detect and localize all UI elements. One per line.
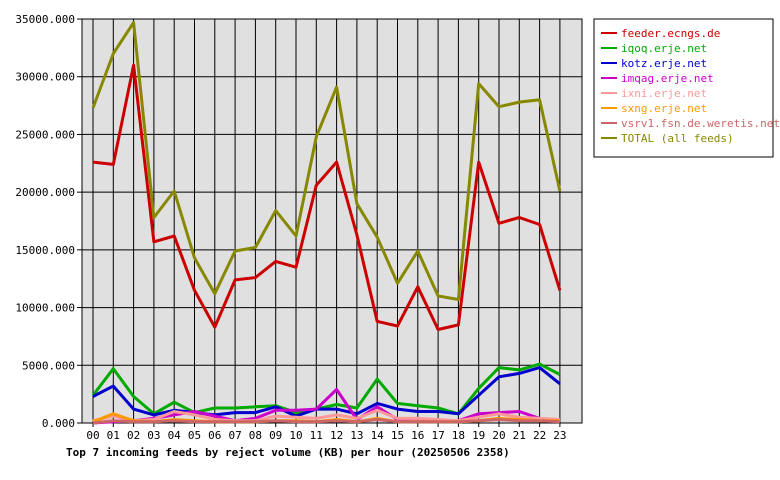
series-line-0	[92, 63, 562, 331]
x-tick-label: 02	[127, 429, 140, 442]
y-tick-label: 0.000	[42, 417, 75, 430]
x-tick-label: 16	[411, 429, 424, 442]
legend: feeder.ecngs.de iqoq.erje.net kotz.erje.ne…	[593, 18, 780, 158]
x-tick-label: 09	[269, 429, 282, 442]
x-tick-label: 06	[208, 429, 221, 442]
x-axis-ticks: 00 01 02 03 04 05 06 07 08 09 10 11 12 13 14 15 16 17 18 19…	[86, 423, 567, 442]
y-axis-ticks: 0.000 5000.000 10000.000 15000.000 20000.000…	[15, 13, 82, 430]
x-tick-label: 14	[371, 429, 385, 442]
x-tick-label: 05	[188, 429, 201, 442]
series-lines	[91, 21, 562, 425]
x-tick-label: 21	[513, 429, 526, 442]
x-tick-label: 22	[533, 429, 546, 442]
legend-entry: imqag.erje.net	[621, 72, 714, 85]
y-tick-label: 10000.000	[15, 302, 75, 315]
x-tick-label: 01	[107, 429, 120, 442]
series-line-2	[92, 366, 561, 418]
chart-caption: Top 7 incoming feeds by reject volume (K…	[66, 446, 510, 459]
legend-entry: vsrv1.fsn.de.weretis.net	[621, 117, 780, 130]
series-line-1	[91, 362, 561, 416]
x-tick-label: 08	[249, 429, 262, 442]
x-tick-label: 23	[553, 429, 566, 442]
y-tick-label: 30000.000	[15, 71, 75, 84]
x-tick-label: 03	[147, 429, 160, 442]
y-tick-label: 25000.000	[15, 128, 75, 141]
x-tick-label: 07	[228, 429, 241, 442]
legend-box	[593, 18, 774, 158]
y-tick-label: 15000.000	[15, 244, 75, 257]
x-tick-label: 20	[492, 429, 505, 442]
x-tick-label: 15	[391, 429, 404, 442]
legend-entry: sxng.erje.net	[621, 102, 707, 115]
series-line-6	[92, 418, 560, 425]
y-tick-label: 5000.000	[22, 359, 75, 372]
x-tick-label: 10	[289, 429, 302, 442]
legend-entry: feeder.ecngs.de	[621, 27, 720, 40]
x-tick-label: 17	[431, 429, 444, 442]
x-tick-label: 04	[168, 429, 182, 442]
x-tick-label: 18	[452, 429, 465, 442]
x-tick-label: 19	[472, 429, 485, 442]
x-tick-label: 12	[330, 429, 343, 442]
series-line-7	[91, 21, 562, 301]
y-tick-label: 20000.000	[15, 186, 75, 199]
x-tick-label: 11	[310, 429, 323, 442]
series-line-4	[92, 408, 560, 423]
series-line-3	[92, 388, 561, 425]
y-tick-label: 35000.000	[15, 13, 75, 26]
legend-entry: TOTAL (all feeds)	[621, 132, 734, 145]
x-tick-label: 00	[86, 429, 99, 442]
x-tick-label: 13	[350, 429, 363, 442]
legend-entry: kotz.erje.net	[621, 57, 707, 70]
legend-entry: ixni.erje.net	[621, 87, 707, 100]
legend-entry: iqoq.erje.net	[621, 42, 707, 55]
